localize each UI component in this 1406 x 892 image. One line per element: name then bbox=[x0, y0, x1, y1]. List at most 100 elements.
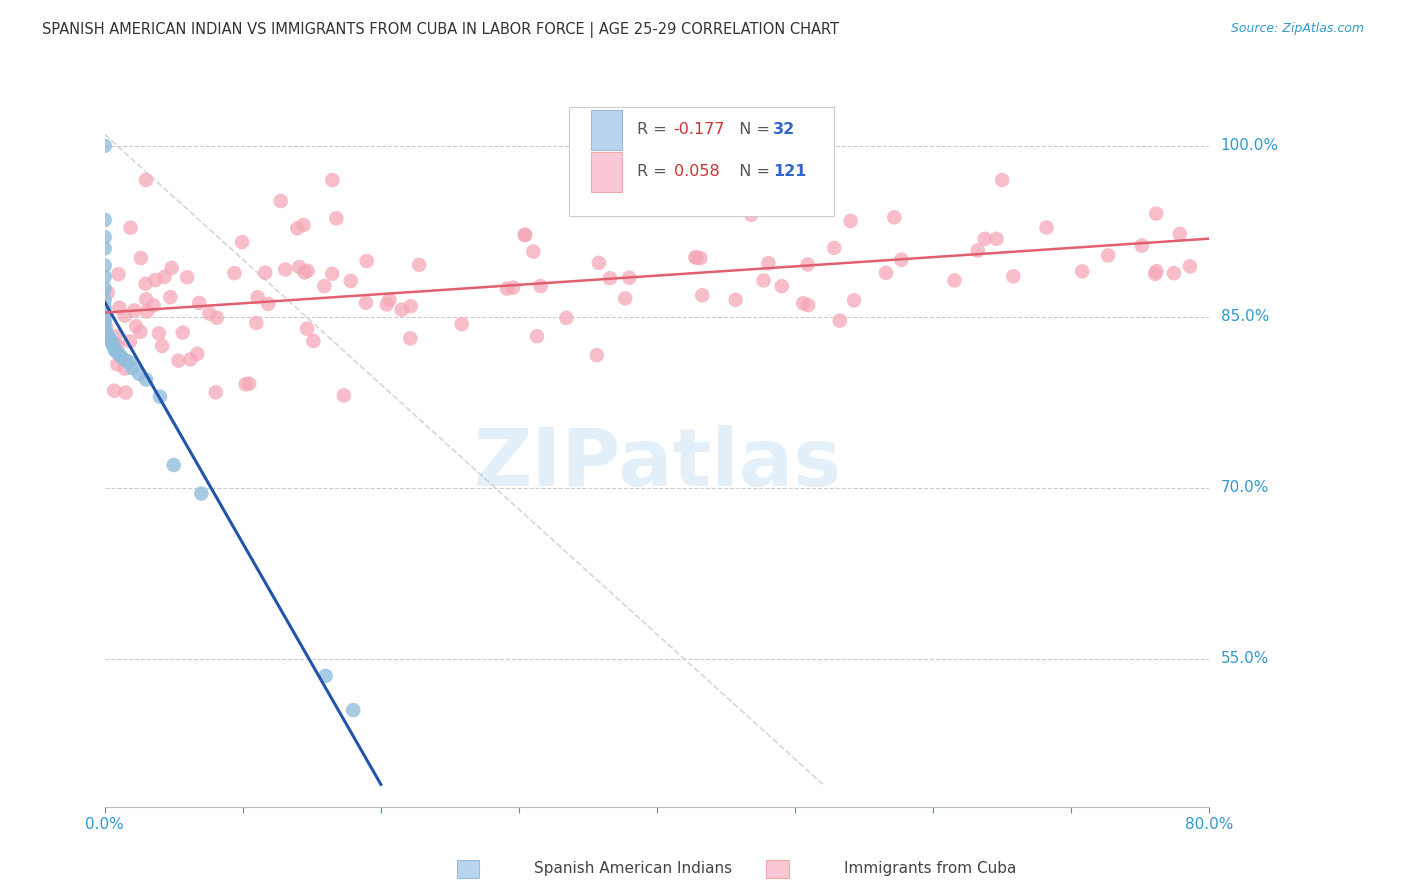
Point bbox=[502, 280, 524, 294]
FancyBboxPatch shape bbox=[568, 107, 834, 216]
Text: R =: R = bbox=[637, 122, 672, 137]
Point bbox=[770, 279, 793, 293]
Point bbox=[297, 264, 319, 278]
Point bbox=[93, 313, 115, 327]
Point bbox=[128, 367, 150, 381]
Point bbox=[588, 256, 610, 270]
Point bbox=[292, 218, 315, 232]
Point bbox=[839, 214, 862, 228]
Point bbox=[245, 316, 267, 330]
Point bbox=[513, 227, 536, 242]
Point bbox=[1035, 220, 1057, 235]
Point bbox=[172, 326, 194, 340]
Point bbox=[105, 339, 128, 353]
Point bbox=[148, 326, 170, 341]
Point bbox=[302, 334, 325, 348]
Text: ZIPatlas: ZIPatlas bbox=[472, 425, 841, 503]
Point bbox=[747, 183, 769, 197]
Point bbox=[257, 297, 280, 311]
Point bbox=[93, 259, 115, 273]
Point bbox=[796, 258, 818, 272]
Point bbox=[496, 282, 519, 296]
Point bbox=[986, 232, 1008, 246]
Point bbox=[93, 308, 115, 322]
Point bbox=[1071, 264, 1094, 278]
Point bbox=[339, 274, 361, 288]
Point bbox=[991, 173, 1014, 187]
Point bbox=[93, 269, 115, 284]
Point bbox=[1168, 227, 1191, 241]
Point bbox=[224, 266, 246, 280]
Point bbox=[943, 273, 966, 287]
FancyBboxPatch shape bbox=[591, 110, 621, 150]
Point bbox=[100, 334, 122, 349]
Point bbox=[792, 296, 814, 310]
Point bbox=[98, 333, 121, 347]
Point bbox=[295, 322, 318, 336]
Point bbox=[103, 342, 125, 356]
Point bbox=[391, 302, 413, 317]
Point bbox=[163, 458, 186, 472]
Point bbox=[124, 303, 146, 318]
Point bbox=[167, 353, 190, 368]
Point bbox=[160, 260, 183, 275]
Point bbox=[270, 194, 292, 208]
Point bbox=[176, 270, 198, 285]
Text: 70.0%: 70.0% bbox=[1220, 480, 1268, 495]
Point bbox=[153, 269, 176, 284]
Point bbox=[354, 295, 377, 310]
Text: 0.058: 0.058 bbox=[673, 164, 720, 179]
Text: 85.0%: 85.0% bbox=[1220, 310, 1268, 325]
Point bbox=[314, 279, 336, 293]
FancyBboxPatch shape bbox=[591, 152, 621, 192]
Point bbox=[142, 298, 165, 312]
Point bbox=[574, 192, 596, 206]
Point bbox=[378, 293, 401, 307]
Point bbox=[399, 299, 422, 313]
Point bbox=[1097, 248, 1119, 262]
Point bbox=[966, 244, 988, 258]
Text: 100.0%: 100.0% bbox=[1220, 138, 1278, 153]
Point bbox=[1144, 264, 1167, 278]
Point bbox=[1163, 266, 1185, 280]
Text: Spanish American Indians: Spanish American Indians bbox=[534, 862, 733, 876]
Point bbox=[114, 353, 136, 368]
Point bbox=[97, 330, 120, 344]
Point bbox=[93, 324, 115, 338]
Text: N =: N = bbox=[728, 122, 775, 137]
Point bbox=[150, 339, 173, 353]
Point bbox=[288, 260, 311, 274]
Point bbox=[120, 220, 142, 235]
Point bbox=[93, 301, 115, 315]
Point bbox=[104, 329, 127, 343]
Point bbox=[325, 211, 347, 226]
Text: Source: ZipAtlas.com: Source: ZipAtlas.com bbox=[1230, 22, 1364, 36]
Point bbox=[135, 277, 157, 291]
Point bbox=[96, 326, 118, 341]
Point bbox=[97, 333, 120, 347]
Point bbox=[619, 270, 641, 285]
Point bbox=[599, 271, 621, 285]
Point bbox=[1130, 238, 1153, 252]
Point bbox=[685, 251, 707, 265]
Point bbox=[93, 242, 115, 256]
Point bbox=[135, 173, 157, 187]
Point bbox=[408, 258, 430, 272]
Point bbox=[97, 285, 120, 300]
Point bbox=[135, 304, 157, 318]
Point bbox=[1144, 206, 1167, 220]
Point bbox=[107, 346, 129, 360]
Point bbox=[93, 230, 115, 244]
Point bbox=[104, 344, 127, 359]
Point bbox=[231, 235, 253, 249]
Point bbox=[118, 334, 141, 349]
Point bbox=[94, 320, 117, 334]
Point bbox=[188, 296, 211, 310]
Point bbox=[103, 384, 125, 398]
Point bbox=[114, 309, 136, 323]
Point bbox=[797, 298, 820, 312]
Point bbox=[198, 307, 221, 321]
Point bbox=[321, 173, 343, 187]
Point bbox=[107, 267, 129, 281]
Point bbox=[294, 265, 316, 279]
